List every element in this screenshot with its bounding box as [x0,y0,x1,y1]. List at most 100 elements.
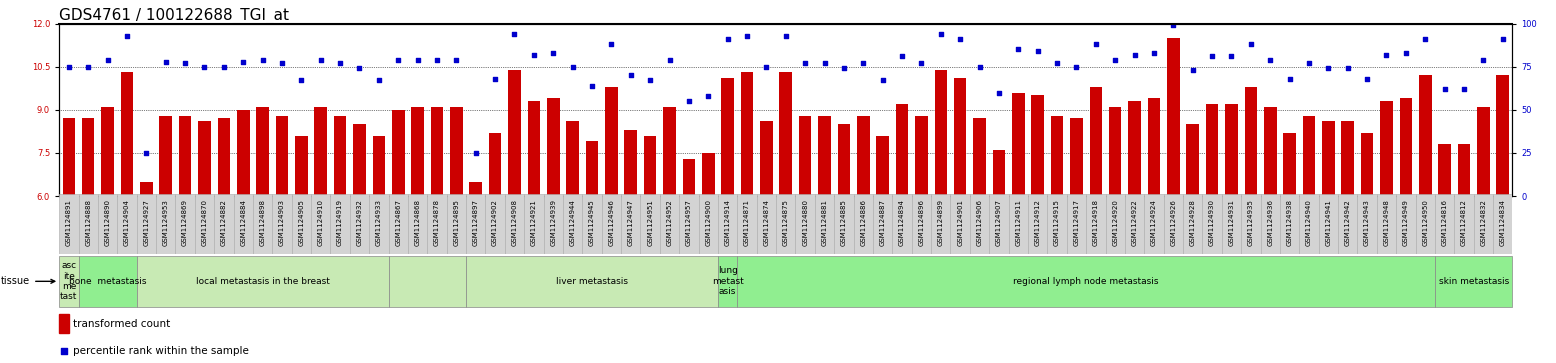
FancyBboxPatch shape [137,256,389,307]
Text: GSM1124885: GSM1124885 [840,199,846,246]
Text: GSM1124933: GSM1124933 [377,199,381,246]
Bar [179,115,191,196]
FancyBboxPatch shape [117,194,137,254]
Point [696,93,720,99]
Point [599,41,624,47]
Text: GSM1124898: GSM1124898 [260,199,266,246]
Text: GSM1124950: GSM1124950 [1422,199,1428,246]
Text: GSM1124941: GSM1124941 [1326,199,1332,246]
Bar [140,182,152,196]
Bar [470,182,482,196]
Bar [411,107,423,196]
FancyBboxPatch shape [137,194,156,254]
Bar [1458,144,1470,196]
Text: GSM1124906: GSM1124906 [977,199,982,246]
Text: liver metastasis: liver metastasis [555,277,629,286]
Bar [663,107,675,196]
Text: GSM1124887: GSM1124887 [879,199,885,246]
Text: GSM1124880: GSM1124880 [803,199,808,246]
Bar [1497,75,1509,196]
FancyBboxPatch shape [815,194,834,254]
Point [134,150,159,156]
Bar [1323,121,1335,196]
Bar [275,115,288,196]
Text: GSM1124935: GSM1124935 [1248,199,1254,246]
Point [482,76,507,82]
Point [968,64,993,70]
FancyBboxPatch shape [582,194,602,254]
FancyBboxPatch shape [78,194,98,254]
Text: GSM1124816: GSM1124816 [1441,199,1447,246]
Bar [1362,133,1374,196]
FancyBboxPatch shape [1067,194,1086,254]
Point [95,57,120,63]
Point [1452,86,1477,92]
FancyBboxPatch shape [776,194,795,254]
FancyBboxPatch shape [1086,194,1105,254]
Point [173,60,198,66]
FancyBboxPatch shape [215,194,233,254]
Text: GSM1124930: GSM1124930 [1209,199,1215,246]
Bar [548,98,560,196]
Point [503,31,527,37]
Point [929,31,954,37]
Text: GSM1124881: GSM1124881 [822,199,828,246]
FancyBboxPatch shape [1299,194,1318,254]
Point [1142,50,1167,56]
Text: bone  metastasis: bone metastasis [68,277,146,286]
Text: asc
ite
me
tast: asc ite me tast [61,261,78,301]
Point [909,60,934,66]
Point [1025,48,1050,54]
Text: GSM1124912: GSM1124912 [1035,199,1041,246]
Text: GSM1124947: GSM1124947 [627,199,633,246]
Text: GSM1124900: GSM1124900 [705,199,711,246]
FancyBboxPatch shape [930,194,951,254]
Text: GSM1124875: GSM1124875 [783,199,789,246]
Bar [972,118,987,196]
Point [1161,23,1186,28]
Text: local metastasis in the breast: local metastasis in the breast [196,277,330,286]
Text: GSM1124905: GSM1124905 [299,199,305,246]
Point [386,57,411,63]
Text: GSM1124953: GSM1124953 [163,199,168,246]
Bar [993,150,1005,196]
FancyBboxPatch shape [272,194,291,254]
Text: GSM1124891: GSM1124891 [65,199,72,246]
Text: GSM1124918: GSM1124918 [1092,199,1099,246]
FancyBboxPatch shape [680,194,699,254]
Text: GSM1124938: GSM1124938 [1287,199,1293,246]
Point [328,60,353,66]
Point [366,78,391,83]
Point [1218,53,1243,59]
Text: GDS4761 / 100122688_TGI_at: GDS4761 / 100122688_TGI_at [59,7,289,24]
Text: GSM1124897: GSM1124897 [473,199,479,246]
FancyBboxPatch shape [738,256,1435,307]
FancyBboxPatch shape [485,194,504,254]
FancyBboxPatch shape [408,194,428,254]
Point [792,60,817,66]
FancyBboxPatch shape [834,194,854,254]
Text: GSM1124921: GSM1124921 [531,199,537,246]
FancyBboxPatch shape [563,194,582,254]
Text: GSM1124942: GSM1124942 [1344,199,1351,246]
Text: GSM1124896: GSM1124896 [918,199,924,246]
Text: transformed count: transformed count [73,318,170,329]
Text: GSM1124904: GSM1124904 [124,199,131,246]
Bar [1263,107,1276,196]
Text: GSM1124932: GSM1124932 [356,199,363,246]
Bar [837,124,850,196]
FancyBboxPatch shape [699,194,717,254]
Bar [798,115,812,196]
Bar [392,110,405,196]
Bar [1089,87,1102,196]
Bar [237,110,249,196]
Point [347,65,372,71]
Text: GSM1124899: GSM1124899 [938,199,944,246]
Point [308,57,333,63]
Bar [896,104,909,196]
Point [734,33,759,38]
Bar [1225,104,1237,196]
Text: GSM1124928: GSM1124928 [1190,199,1195,246]
Point [152,58,177,65]
Text: GSM1124948: GSM1124948 [1383,199,1390,246]
